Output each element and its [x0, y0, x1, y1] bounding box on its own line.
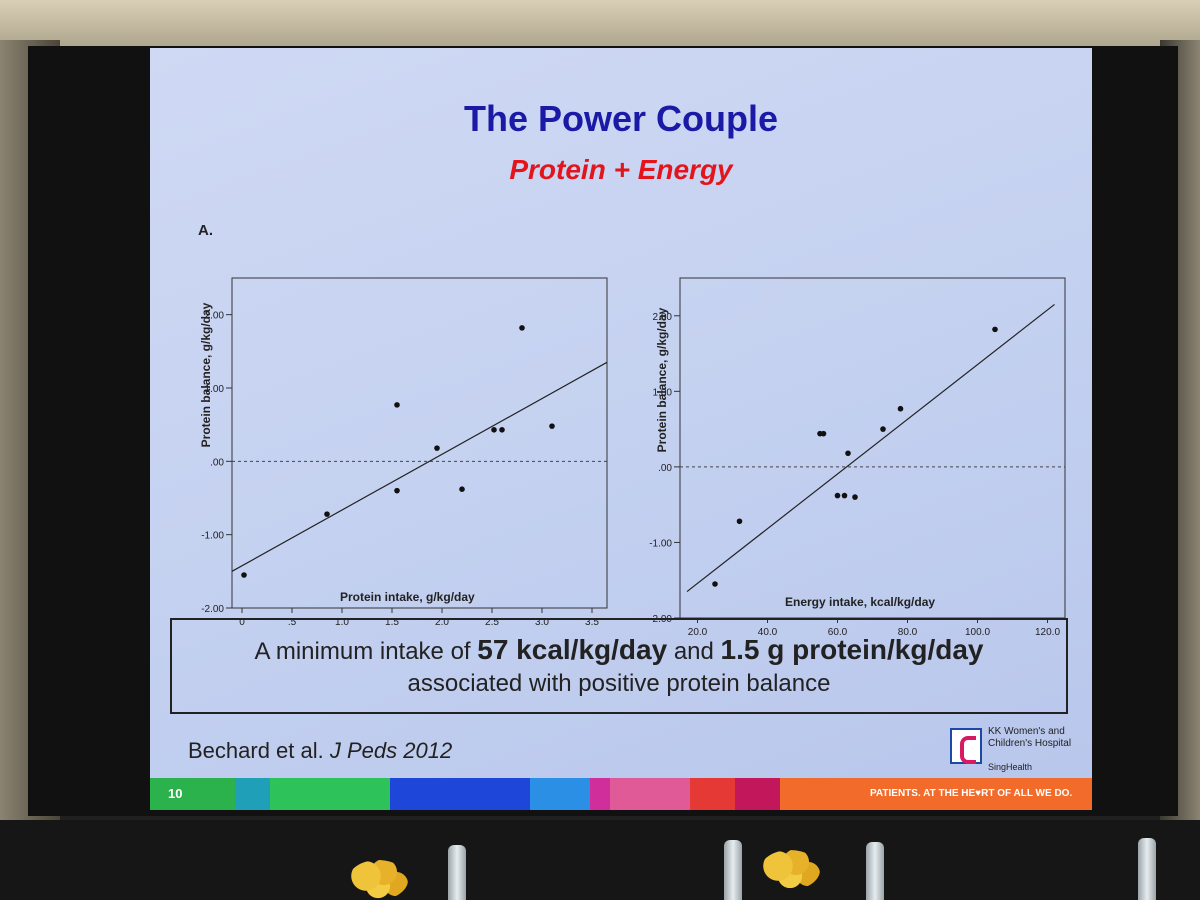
y-tick-label: .00 [658, 463, 672, 474]
callout-line1: A minimum intake of 57 kcal/kg/day and 1… [172, 634, 1066, 666]
y-tick-label: 2.00 [205, 311, 225, 322]
regression-line [686, 303, 1055, 593]
footer-color-segment [270, 778, 390, 810]
footer-color-segment [610, 778, 690, 810]
callout-energy: 57 kcal/kg/day [477, 634, 668, 665]
citation: Bechard et al. J Peds 2012 [188, 738, 452, 764]
callout-protein: 1.5 g protein/kg/day [720, 634, 984, 665]
x-tick-label: 3.5 [585, 617, 599, 628]
y-tick-label: 1.00 [205, 384, 225, 395]
footer-color-segment [735, 778, 780, 810]
data-point [549, 423, 555, 429]
data-point [820, 430, 827, 437]
x-tick-label: 120.0 [1035, 627, 1060, 638]
x-tick-label: 1.0 [335, 617, 349, 628]
y-tick-label: 1.00 [653, 387, 673, 398]
y-tick-label: -2.00 [201, 604, 224, 615]
data-point [499, 427, 505, 433]
x-tick-label: 80.0 [898, 627, 918, 638]
x-tick-label: 1.5 [385, 617, 399, 628]
water-bottle [724, 840, 742, 900]
data-point [845, 450, 851, 457]
data-point [736, 518, 743, 525]
callout-text: and [667, 638, 721, 665]
data-point [852, 494, 858, 500]
citation-journal: J Peds 2012 [329, 738, 453, 763]
data-point [394, 402, 400, 408]
data-point [394, 487, 400, 494]
x-axis-label: Energy intake, kcal/kg/day [785, 595, 936, 609]
data-point [880, 426, 886, 432]
panel-label: A. [198, 222, 213, 239]
footer-color-segment [690, 778, 735, 810]
x-axis-label: Protein intake, g/kg/day [340, 590, 475, 604]
footer-color-segment [780, 778, 860, 810]
data-point [491, 427, 497, 433]
x-tick-label: .5 [288, 617, 297, 628]
x-tick-label: 100.0 [965, 627, 990, 638]
footer-color-bar [150, 778, 1092, 810]
data-point [841, 492, 848, 499]
hospital-logo-icon [950, 728, 982, 764]
callout-line2: associated with positive protein balance [407, 670, 831, 697]
chart-svg: -2.00 -1.00 .00 1.00 2.00 0 .5 1.0 1.5 2.0 2.5 3.0 3… [201, 277, 608, 628]
x-tick-label: 20.0 [688, 627, 708, 638]
slide-subtitle: Protein + Energy [509, 154, 733, 185]
stage-table [0, 820, 1200, 900]
footer-color-segment [590, 778, 610, 810]
callout-text: A minimum intake of [254, 638, 478, 665]
water-bottle [866, 842, 884, 900]
x-tick-label: 0 [239, 617, 245, 628]
data-point [992, 326, 998, 333]
slide: The Power Couple Protein + Energy A. Pro… [150, 48, 1092, 810]
x-tick-label: 3.0 [535, 617, 549, 628]
data-point [834, 492, 841, 499]
footer-color-segment [235, 778, 270, 810]
callout-box: A minimum intake of 57 kcal/kg/day and 1… [170, 618, 1068, 714]
x-tick-label: 40.0 [758, 627, 778, 638]
x-tick-label: 60.0 [828, 627, 848, 638]
x-tick-label: 2.5 [485, 617, 499, 628]
chart-protein-intake: A. Protein balance, g/kg/day Protein int… [170, 218, 620, 628]
tagline: PATIENTS. AT THE HE♥RT OF ALL WE DO. [870, 788, 1073, 799]
y-tick-label: -1.00 [201, 531, 224, 542]
footer-color-segment [530, 778, 590, 810]
water-bottle [448, 845, 466, 900]
water-bottle [1138, 838, 1156, 900]
logo-sub: SingHealth [988, 762, 1033, 772]
slide-number: 10 [168, 786, 183, 801]
x-tick-label: 2.0 [435, 617, 449, 628]
y-tick-label: .00 [210, 457, 224, 468]
footer-color-segment [860, 778, 1092, 810]
logo-name: KK Women's and Children's Hospital [988, 726, 1072, 749]
regression-line [231, 361, 608, 572]
data-point [241, 572, 247, 578]
footer-color-segment [390, 778, 530, 810]
slide-title: The Power Couple [463, 98, 779, 139]
data-point [324, 511, 330, 517]
plot-frame [231, 277, 608, 609]
y-tick-label: 2.00 [653, 312, 673, 323]
data-point [434, 445, 440, 451]
citation-authors: Bechard et al. [188, 738, 330, 763]
plot-frame [679, 277, 1066, 619]
hospital-logo: KK Women's and Children's Hospital SingH… [950, 726, 1080, 776]
data-point [712, 581, 718, 587]
footer-color-segment [150, 778, 235, 810]
flower-arrangement [760, 850, 820, 890]
data-point [459, 486, 465, 493]
data-point [519, 325, 525, 331]
y-tick-label: -1.00 [649, 538, 672, 549]
flower-arrangement [348, 860, 408, 900]
chart-energy-intake: Protein balance, g/kg/day Energy intake,… [620, 223, 1070, 638]
data-point [897, 405, 904, 412]
